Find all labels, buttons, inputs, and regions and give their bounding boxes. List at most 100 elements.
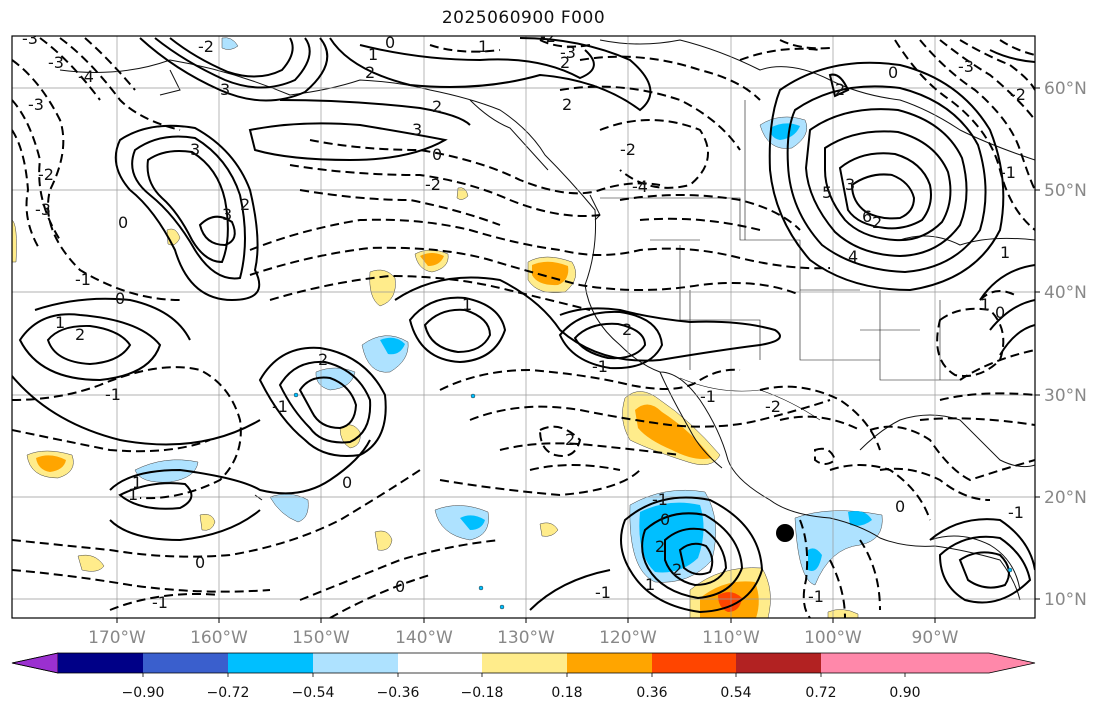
contour-label: 1 <box>132 473 142 492</box>
contour-label: 2 <box>672 560 682 579</box>
contours-positive <box>12 37 1035 614</box>
contour-label: -1 <box>75 270 91 289</box>
longitude-labels: 170°W 160°W 150°W 140°W 130°W 120°W 110°… <box>88 628 959 648</box>
colorbar-tick-label: −0.18 <box>461 685 504 701</box>
contour-label: -1 <box>595 583 611 602</box>
contour-label: 2 <box>432 97 442 116</box>
contour-label: 3 <box>412 120 422 139</box>
contour-label: -2 <box>198 37 214 56</box>
contour-label: 0 <box>995 303 1005 322</box>
contour-label: 1 <box>462 295 472 314</box>
contour-label: 3 <box>222 205 232 224</box>
contour-label: -1 <box>272 397 288 416</box>
contour-label: 0 <box>888 63 898 82</box>
colorbar-tick-label: −0.72 <box>207 685 250 701</box>
lon-label: 100°W <box>804 628 862 648</box>
contour-label: 0 <box>895 497 905 516</box>
colorbar-segment <box>313 653 398 673</box>
axis-ticks <box>116 87 1040 623</box>
contour-label: -1 <box>1008 503 1024 522</box>
contour-label: 1 <box>368 45 378 64</box>
contour-label: -3 <box>48 53 64 72</box>
contour-label: 2 <box>240 195 250 214</box>
colorbar-segment <box>482 653 567 673</box>
contour-label: 0 <box>395 577 405 596</box>
contour-label: -1 <box>105 385 121 404</box>
colorbar-segment <box>228 653 313 673</box>
contour-label: -3 <box>22 29 38 48</box>
contour-label: 1 <box>478 37 488 56</box>
contour-label: -1 <box>808 587 824 606</box>
colorbar-segment <box>58 653 143 673</box>
contour-label: 2 <box>872 213 882 232</box>
lon-label: 170°W <box>88 628 146 648</box>
contour-label: -4 <box>78 67 94 86</box>
contour-label: 1 <box>128 485 138 504</box>
lon-label: 160°W <box>190 628 248 648</box>
contours-negative <box>12 37 1035 618</box>
colorbar-tick-label: 0.54 <box>720 685 751 701</box>
contour-label: 6 <box>862 207 872 226</box>
contour-label: 0 <box>195 553 205 572</box>
lon-label: 110°W <box>702 628 760 648</box>
contour-label: -3 <box>958 57 974 76</box>
contour-label: -3 <box>28 95 44 114</box>
contour-label: 2 <box>560 53 570 72</box>
contour-label: 2 <box>365 63 375 82</box>
contour-label: 4 <box>848 247 858 266</box>
contour-label: 2 <box>655 537 665 556</box>
political-borders <box>600 100 960 421</box>
colorbar-tick-label: −0.36 <box>377 685 420 701</box>
contour-label: -1 <box>1000 163 1016 182</box>
contour-label: 2 <box>835 80 845 99</box>
contour-label: -1 <box>652 490 668 509</box>
plot-frame <box>11 35 1036 619</box>
contour-label: 0 <box>118 213 128 232</box>
map-title: 2025060900 F000 <box>441 8 606 28</box>
colorbar-segment <box>821 653 905 673</box>
contour-label: 1 <box>1000 243 1010 262</box>
contour-label: -1 <box>700 387 716 406</box>
contour-label: -2 <box>38 165 54 184</box>
colorbar-extend-low <box>11 652 59 674</box>
contour-label: 0 <box>385 33 395 52</box>
gridlines <box>12 36 1035 618</box>
contour-label: 3 <box>220 80 230 99</box>
contour-label: -2 <box>620 140 636 159</box>
lon-label: 150°W <box>292 628 350 648</box>
plot-area <box>12 36 1035 618</box>
contour-label: -4 <box>632 177 648 196</box>
lat-label: 10°N <box>1044 590 1087 610</box>
lat-label: 20°N <box>1044 488 1087 508</box>
lat-label: 60°N <box>1044 79 1087 99</box>
contour-label: 3 <box>845 175 855 194</box>
contour-label: 2 <box>75 325 85 344</box>
colorbar-tick-label: −0.90 <box>122 685 165 701</box>
colorbar-tick-label: 0.90 <box>889 685 920 701</box>
contour-label: 1 <box>980 295 990 314</box>
lat-label: 50°N <box>1044 181 1087 201</box>
contour-label: -1 <box>592 357 608 376</box>
contour-label: 2 <box>318 350 328 369</box>
contour-label: -2 <box>540 27 556 46</box>
contour-label: 2 <box>622 320 632 339</box>
contour-label: 1 <box>55 313 65 332</box>
contour-label: -3 <box>560 43 576 62</box>
storm-center-marker <box>776 524 794 542</box>
contour-label: 2 <box>565 430 575 449</box>
colorbar-segment <box>567 653 652 673</box>
contour-label: 1 <box>645 575 655 594</box>
shaded-fields <box>12 37 883 618</box>
contour-label: 2 <box>562 95 572 114</box>
colorbar-segment <box>736 653 821 673</box>
colorbar-tick-label: −0.54 <box>292 685 335 701</box>
lon-label: 130°W <box>497 628 555 648</box>
colorbar-segment <box>143 653 228 673</box>
colorbar-tick-label: 0.72 <box>805 685 836 701</box>
contour-label: 0 <box>432 145 442 164</box>
lon-label: 120°W <box>599 628 657 648</box>
colorbar-tick-label: 0.36 <box>636 685 667 701</box>
colorbar-segment <box>652 653 736 673</box>
contour-labels: -3 -3 -3 -4 -3 -2 -1 0 0 1 2 2 3 3 3 -2 … <box>22 27 1026 612</box>
